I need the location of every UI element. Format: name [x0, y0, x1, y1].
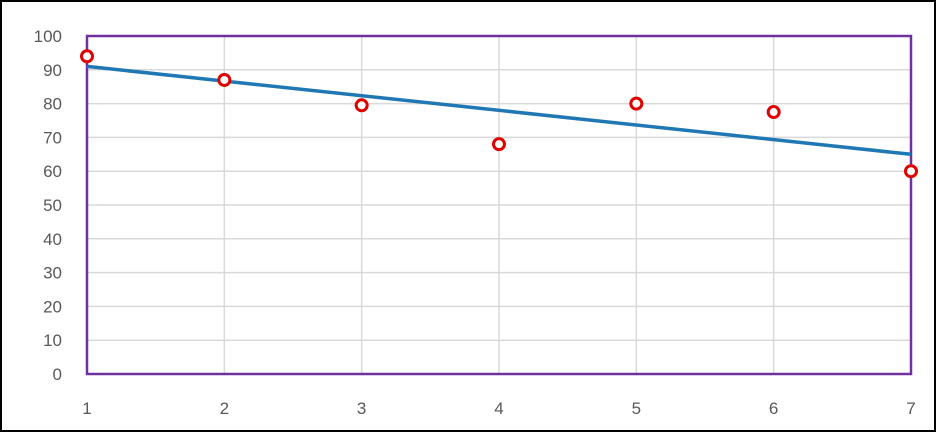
data-point — [80, 49, 94, 64]
y-tick-label: 80 — [43, 95, 62, 114]
x-tick-label: 6 — [769, 399, 778, 418]
data-point — [354, 98, 369, 113]
data-point — [217, 72, 232, 87]
x-tick-label: 2 — [220, 399, 229, 418]
y-tick-label: 20 — [43, 297, 62, 316]
y-tick-label: 60 — [43, 162, 62, 181]
x-tick-label: 3 — [357, 399, 366, 418]
grid — [87, 36, 911, 374]
data-point — [492, 137, 506, 152]
plot-border — [85, 34, 913, 376]
data-point — [904, 164, 918, 179]
x-tick-label: 5 — [632, 399, 641, 418]
x-axis-tick-labels: 1 2 3 4 5 6 7 — [82, 399, 915, 418]
x-tick-label: 7 — [906, 399, 915, 418]
y-tick-label: 100 — [34, 27, 62, 46]
y-tick-label: 10 — [43, 331, 62, 350]
y-tick-label: 30 — [43, 264, 62, 283]
y-tick-label: 0 — [53, 365, 62, 384]
y-tick-label: 40 — [43, 230, 62, 249]
data-point — [629, 96, 644, 111]
x-tick-label: 4 — [494, 399, 503, 418]
data-points — [80, 49, 918, 179]
y-tick-label: 50 — [43, 196, 62, 215]
data-point — [766, 105, 781, 120]
y-tick-label: 70 — [43, 128, 62, 147]
y-tick-label: 90 — [43, 61, 62, 80]
plot-area-border — [85, 34, 913, 376]
x-tick-label: 1 — [82, 399, 91, 418]
y-axis-tick-labels: 0 10 20 30 40 50 60 70 80 90 100 — [34, 27, 62, 384]
